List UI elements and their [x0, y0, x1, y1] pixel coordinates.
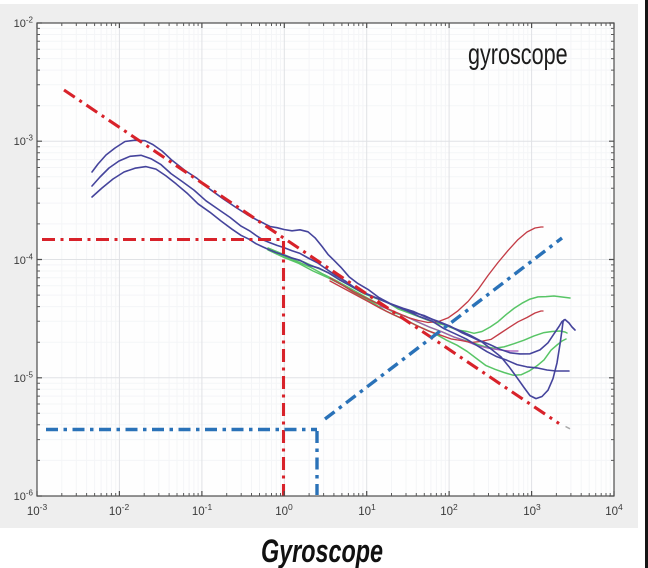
svg-text:gyroscope: gyroscope: [468, 36, 568, 70]
svg-text:Gyroscope: Gyroscope: [261, 533, 383, 568]
